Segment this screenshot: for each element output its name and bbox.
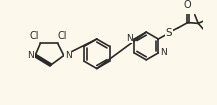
Text: N: N [126,34,133,43]
Text: Cl: Cl [30,31,39,41]
Text: N: N [28,51,34,60]
Text: N: N [160,48,167,57]
Text: O: O [184,0,192,10]
Text: S: S [165,28,172,38]
Text: Cl: Cl [57,31,67,41]
Text: N: N [65,51,71,60]
